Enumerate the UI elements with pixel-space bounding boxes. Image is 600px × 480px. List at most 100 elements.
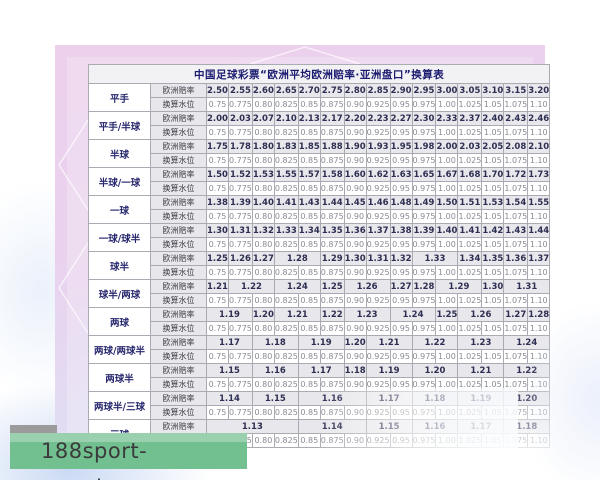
water-cell: 1.10 bbox=[527, 265, 551, 280]
table-title: 中国足球彩票“欧洲平均欧洲赔率·亚洲盘口”换算表 bbox=[87, 64, 551, 84]
water-cell: 0.80 bbox=[251, 433, 275, 448]
odds-sublabel: 欧洲赔率 bbox=[150, 391, 207, 406]
odds-sublabel: 欧洲赔率 bbox=[150, 195, 207, 210]
water-cell: 0.75 bbox=[206, 405, 229, 420]
odds-cell: 1.21 bbox=[457, 363, 505, 378]
odds-cell: 1.31 bbox=[227, 223, 253, 238]
water-cell: 0.875 bbox=[319, 349, 345, 364]
water-cell: 0.925 bbox=[365, 377, 391, 392]
odds-cell: 1.15 bbox=[206, 363, 253, 378]
conversion-table: 中国足球彩票“欧洲平均欧洲赔率·亚洲盘口”换算表 平手 欧洲赔率 2.50 2.55 2… bbox=[87, 64, 551, 448]
water-cell: 0.75 bbox=[206, 97, 229, 112]
odds-cell: 2.85 bbox=[365, 83, 391, 98]
handicap-label: 球半/两球 bbox=[88, 279, 151, 308]
water-cell: 0.75 bbox=[206, 153, 229, 168]
odds-sublabel: 欧洲赔率 bbox=[150, 335, 207, 350]
odds-cell: 1.25 bbox=[319, 279, 345, 294]
odds-cell: 1.18 bbox=[503, 419, 551, 434]
water-cell: 1.00 bbox=[435, 125, 459, 140]
odds-cell: 1.53 bbox=[251, 167, 275, 182]
odds-cell: 2.17 bbox=[319, 111, 345, 126]
odds-cell: 2.10 bbox=[273, 111, 299, 126]
odds-cell: 1.62 bbox=[365, 167, 391, 182]
odds-cell: 3.00 bbox=[435, 83, 459, 98]
odds-cell: 1.55 bbox=[273, 167, 299, 182]
water-cell: 0.90 bbox=[343, 321, 367, 336]
odds-cell: 1.51 bbox=[457, 195, 483, 210]
odds-cell: 1.55 bbox=[527, 195, 551, 210]
water-cell: 0.825 bbox=[273, 377, 299, 392]
odds-cell: 1.22 bbox=[319, 307, 345, 322]
water-cell: 0.775 bbox=[227, 237, 253, 252]
odds-cell: 1.31 bbox=[365, 251, 391, 266]
water-cell: 0.975 bbox=[411, 349, 437, 364]
odds-cell: 1.40 bbox=[435, 223, 459, 238]
odds-cell: 1.39 bbox=[411, 223, 437, 238]
odds-cell: 2.37 bbox=[457, 111, 483, 126]
water-cell: 1.05 bbox=[481, 265, 505, 280]
handicap-label: 半球/一球 bbox=[88, 167, 151, 196]
odds-cell: 1.16 bbox=[297, 391, 367, 406]
odds-cell: 1.25 bbox=[435, 307, 459, 322]
water-cell: 1.10 bbox=[527, 433, 551, 448]
water-cell: 0.90 bbox=[343, 405, 367, 420]
water-cell: 1.025 bbox=[457, 433, 483, 448]
water-cell: 1.10 bbox=[527, 293, 551, 308]
odds-cell: 1.54 bbox=[503, 195, 529, 210]
odds-cell: 2.20 bbox=[343, 111, 367, 126]
water-cell: 0.775 bbox=[227, 125, 253, 140]
odds-cell: 1.80 bbox=[251, 139, 275, 154]
odds-cell: 1.45 bbox=[343, 195, 367, 210]
odds-cell: 1.15 bbox=[251, 391, 299, 406]
water-cell: 0.95 bbox=[389, 321, 413, 336]
water-cell: 0.85 bbox=[297, 97, 321, 112]
water-cell: 1.075 bbox=[503, 153, 529, 168]
water-cell: 0.95 bbox=[389, 237, 413, 252]
odds-cell: 1.85 bbox=[297, 139, 321, 154]
water-cell: 0.85 bbox=[297, 405, 321, 420]
water-cell: 0.825 bbox=[273, 321, 299, 336]
odds-cell: 1.73 bbox=[527, 167, 551, 182]
water-cell: 1.10 bbox=[527, 209, 551, 224]
water-cell: 0.75 bbox=[206, 125, 229, 140]
water-cell: 0.775 bbox=[227, 265, 253, 280]
water-cell: 1.075 bbox=[503, 237, 529, 252]
water-cell: 0.825 bbox=[273, 237, 299, 252]
water-cell: 0.80 bbox=[251, 153, 275, 168]
odds-sublabel: 欧洲赔率 bbox=[150, 251, 207, 266]
odds-cell: 1.41 bbox=[273, 195, 299, 210]
water-cell: 0.85 bbox=[297, 153, 321, 168]
odds-cell: 2.80 bbox=[343, 83, 367, 98]
water-cell: 0.775 bbox=[227, 181, 253, 196]
handicap-label: 两球半/三球 bbox=[88, 391, 151, 420]
water-cell: 0.90 bbox=[343, 209, 367, 224]
watermark-banner: 188sport-match.com bbox=[10, 433, 247, 480]
water-cell: 0.925 bbox=[365, 237, 391, 252]
table-row: 半球 欧洲赔率 1.75 1.78 1.80 1.83 1.85 1.88 1.90 1.93 1.… bbox=[88, 139, 551, 168]
water-cell: 0.80 bbox=[251, 209, 275, 224]
water-sublabel: 换算水位 bbox=[150, 237, 207, 252]
odds-cell: 1.20 bbox=[411, 363, 459, 378]
water-cell: 1.025 bbox=[457, 181, 483, 196]
water-cell: 0.80 bbox=[251, 265, 275, 280]
water-cell: 0.875 bbox=[319, 125, 345, 140]
odds-cell: 2.60 bbox=[251, 83, 275, 98]
odds-cell: 1.60 bbox=[343, 167, 367, 182]
water-cell: 1.00 bbox=[435, 181, 459, 196]
water-cell: 0.85 bbox=[297, 265, 321, 280]
odds-cell: 1.24 bbox=[389, 307, 437, 322]
water-cell: 0.90 bbox=[343, 293, 367, 308]
water-cell: 0.90 bbox=[343, 153, 367, 168]
water-cell: 0.875 bbox=[319, 97, 345, 112]
water-cell: 1.075 bbox=[503, 125, 529, 140]
water-cell: 0.75 bbox=[206, 265, 229, 280]
odds-cell: 1.95 bbox=[389, 139, 413, 154]
odds-cell: 2.23 bbox=[365, 111, 391, 126]
odds-cell: 1.19 bbox=[206, 307, 253, 322]
water-cell: 0.85 bbox=[297, 237, 321, 252]
odds-cell: 1.46 bbox=[365, 195, 391, 210]
